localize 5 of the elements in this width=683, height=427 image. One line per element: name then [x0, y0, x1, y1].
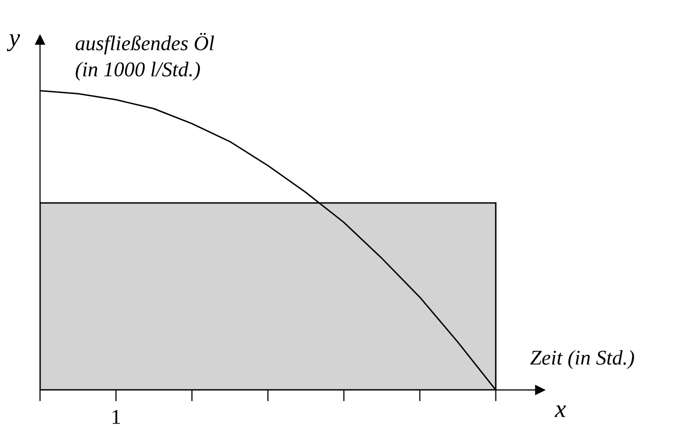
text: ausfließendes Öl (in 1000 l/Std.) [76, 32, 214, 81]
text: Zeit (in Std.) [530, 350, 634, 369]
y-axis-title: y [6, 34, 20, 52]
x-axis-title: x [554, 406, 566, 417]
text: 1 [112, 410, 120, 424]
